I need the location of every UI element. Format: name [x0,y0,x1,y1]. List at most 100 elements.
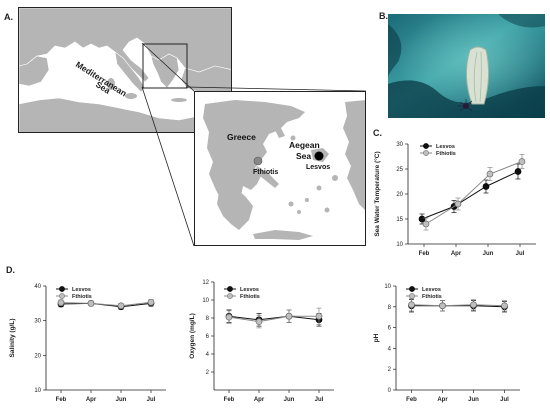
y-tick-label: 2 [388,367,392,373]
x-tick-label: Apr [86,397,97,403]
panel-label-a: A. [4,12,13,22]
x-tick-label: Jun [116,397,127,403]
panel-label-c: C. [373,128,382,138]
oxygen-chart: 2 4 6 8 10 12 Feb Apr Jun Jul Oxygen (mg/L) LesvosF… [189,280,334,403]
legend-marker [59,286,65,292]
x-tick-label: Jun [284,397,295,403]
legend-label-fthiotis: Fthiotis [240,294,260,300]
series-line-lesvos [228,315,320,321]
legend-label-fthiotis: Fthiotis [436,151,456,157]
lesvos-label: Lesvos [306,164,330,171]
data-point-fthiotis [422,220,430,228]
x-tick-label: Feb [406,397,417,403]
x-tick-label: Feb [56,397,67,403]
y-tick-label: 30 [396,142,403,148]
x-tick-label: Jul [500,397,509,403]
series-line-fthiotis [425,161,523,225]
dodecanese-island [316,185,322,191]
y-tick-label: 30 [34,319,41,325]
cyclades-island [305,198,309,202]
greece-map-svg: Greece Fthiotis Aegean Sea Lesvos [203,100,365,240]
data-point-fthiotis [117,302,125,310]
y-tick-label: 8 [388,305,392,311]
x-tick-label: Jul [147,397,156,403]
y-axis-label: pH [373,333,380,342]
y-tick-label: 20 [34,353,41,359]
legend-label-lesvos: Lesvos [422,287,441,293]
data-point-fthiotis [87,299,95,307]
legend-marker [227,293,233,299]
data-point-fthiotis [518,158,526,165]
sardinia-island [107,78,115,90]
seabed [388,80,545,118]
y-tick-label: 25 [396,167,403,173]
underwater-photo [388,14,545,118]
dodecanese-island [324,207,330,213]
y-tick-label: 10 [384,284,391,290]
y-axis-label: Oxygen (mg/L) [189,313,196,359]
series-line-fthiotis [228,315,319,323]
legend-marker [423,150,429,156]
panel-label-d: D. [6,265,15,275]
series-line-lesvos [421,171,519,220]
x-tick-label: Jun [468,397,479,403]
data-point-fthiotis [255,318,263,325]
chalkidiki-land [273,122,285,138]
data-point-fthiotis [470,301,477,309]
country-label: Greece [227,132,256,142]
data-point-fthiotis [225,313,233,321]
data-point-fthiotis [439,302,446,310]
y-tick-label: 0 [388,388,392,394]
turkey-coast [343,100,365,210]
x-tick-label: Feb [224,397,235,403]
africa-land [19,97,231,132]
y-tick-label: 10 [396,242,403,248]
legend-marker [59,293,65,299]
mediterranean-map-svg: Mediterranean Sea [19,8,231,132]
peloponnese-land [217,188,253,230]
data-point-lesvos [418,215,426,223]
y-tick-label: 10 [34,388,41,394]
series-line-fthiotis [60,301,152,307]
fthiotis-site-marker [253,156,263,166]
y-tick-label: 4 [388,346,392,352]
x-tick-label: Apr [254,397,265,403]
greece-inset-map: Greece Fthiotis Aegean Sea Lesvos [194,91,366,246]
legend-label-fthiotis: Fthiotis [422,294,442,300]
legend-marker [227,286,233,292]
legend-marker [409,293,415,299]
data-point-fthiotis [285,312,293,320]
y-tick-label: 10 [202,298,209,304]
y-tick-label: 6 [206,334,210,340]
y-tick-label: 8 [206,316,210,322]
connector-line-top [185,86,367,92]
series-line-fthiotis [411,304,505,307]
x-tick-label: Jul [315,397,324,403]
panel-label-b: B. [379,11,388,21]
y-tick-label: 20 [396,192,403,198]
x-tick-label: Jun [483,251,494,257]
sicily-island [125,93,137,99]
salinity-chart: 10 20 30 40 Feb Apr Jun Jul Salinity (g/L) Lesvos… [9,284,166,403]
crete-island [171,98,187,102]
y-tick-label: 15 [396,217,403,223]
data-point-fthiotis [501,302,508,310]
data-point-fthiotis [147,298,155,306]
euboea-island [255,166,279,188]
x-tick-label: Feb [419,251,430,257]
europe-land [19,8,231,83]
cyclades-island [288,201,294,207]
legend-marker [409,286,415,292]
legend-label-fthiotis: Fthiotis [72,294,92,300]
legend-label-lesvos: Lesvos [72,287,91,293]
cyclades-island [297,210,301,214]
data-point-lesvos [482,183,490,190]
balkans-land [150,53,180,89]
data-point-fthiotis [454,200,462,208]
legend-label-lesvos: Lesvos [240,287,259,293]
fthiotis-label: Fthiotis [253,169,278,176]
data-point-fthiotis [57,299,65,306]
iberia-land [19,55,50,87]
crete-island [253,230,313,240]
